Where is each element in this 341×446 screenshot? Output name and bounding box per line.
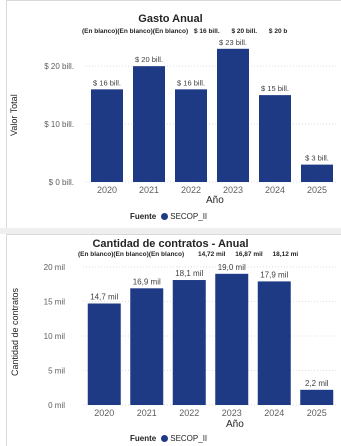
panel-frame <box>6 234 341 446</box>
x-tick-label: 2024 <box>265 185 285 195</box>
chart-panel-contratos: Cantidad de contratos - Anual (En blanco… <box>0 234 341 446</box>
x-tick-label: 2023 <box>223 185 243 195</box>
bar <box>87 303 121 405</box>
data-label: $ 20 bill. <box>135 55 163 64</box>
x-tick-label: 2020 <box>94 408 114 418</box>
blank-header-label: 16,87 mil <box>235 251 263 258</box>
bar-chart-gasto: $ 0 bill. $ 10 bill. $ 20 bill. $ 16 bill. 2… <box>44 38 338 195</box>
y-tick-label: $ 20 bill. <box>44 62 74 71</box>
data-label: $ 3 bill. <box>305 154 329 163</box>
y-tick-label: 15 mil <box>44 297 66 306</box>
data-label: $ 16 bill. <box>93 78 121 87</box>
blank-header-label: (En blanco) <box>152 28 189 35</box>
blank-header-label: 14,72 mil <box>197 251 226 258</box>
y-tick-label: 20 mil <box>44 263 66 272</box>
bar <box>175 89 207 182</box>
data-label: 14,7 mil <box>90 293 118 302</box>
blank-header-label: (En blanco) <box>82 28 118 35</box>
bar <box>172 280 206 405</box>
bar-chart-contratos: 0 mil 5 mil 10 mil 15 mil 20 mil 14,7 mil 2020… <box>44 263 338 418</box>
data-label: 17,9 mil <box>260 270 288 279</box>
x-tick-label: 2022 <box>181 185 201 195</box>
data-label: $ 23 bill. <box>219 38 247 47</box>
bar <box>257 281 291 405</box>
blank-header-label: $ 16 bill. <box>193 28 220 35</box>
blank-header-row: (En blanco)(En blanco)(En blanco) $ 16 b… <box>82 28 287 35</box>
x-tick-label: 2024 <box>264 408 284 418</box>
bar <box>91 89 123 182</box>
bar <box>130 288 164 405</box>
bar <box>301 164 333 182</box>
panel-divider <box>0 228 341 234</box>
legend: Fuente SECOP_II <box>130 434 207 443</box>
x-axis-label: Año <box>206 195 224 206</box>
legend-item: SECOP_II <box>170 434 208 443</box>
blank-header-label: (En blanco) <box>78 251 114 258</box>
y-tick-label: 0 mil <box>48 401 65 410</box>
y-tick-label: 5 mil <box>48 366 65 375</box>
data-label: 2,2 mil <box>305 379 329 388</box>
blank-header-label: 18,12 mi <box>272 251 299 258</box>
x-tick-label: 2020 <box>97 185 117 195</box>
data-label: $ 16 bill. <box>177 78 205 87</box>
blank-header-row: (En blanco)(En blanco)(En blanco) 14,72 … <box>78 251 298 258</box>
y-tick-label: 10 mil <box>44 332 66 341</box>
chart-title: Gasto Anual <box>138 13 203 25</box>
legend-item: SECOP_II <box>170 212 208 221</box>
bar <box>215 273 249 405</box>
blank-header-label: $ 20 bill. <box>231 28 258 35</box>
legend-title: Fuente <box>130 212 157 221</box>
y-tick-label: $ 0 bill. <box>49 178 74 187</box>
x-tick-label: 2021 <box>139 185 159 195</box>
x-tick-label: 2022 <box>179 408 199 418</box>
legend-title: Fuente <box>130 434 157 443</box>
legend-swatch <box>161 435 169 442</box>
data-label: 16,9 mil <box>133 277 161 286</box>
legend-swatch <box>161 213 169 220</box>
data-label: 18,1 mil <box>175 269 203 278</box>
x-axis-label: Año <box>226 419 244 430</box>
bar <box>259 95 291 182</box>
blank-header-label: (En blanco) <box>117 28 153 35</box>
panel-frame <box>6 0 341 228</box>
chart-title: Cantidad de contratos - Anual <box>92 238 249 250</box>
y-tick-label: $ 10 bill. <box>44 120 74 129</box>
blank-header-label: $ 20 b <box>268 28 288 35</box>
legend: Fuente SECOP_II <box>130 212 207 221</box>
x-tick-label: 2025 <box>307 185 327 195</box>
x-tick-label: 2025 <box>307 408 327 418</box>
x-tick-label: 2023 <box>222 408 242 418</box>
bar <box>300 389 334 405</box>
blank-header-label: (En blanco) <box>148 251 185 258</box>
data-label: 19,0 mil <box>218 263 246 272</box>
chart-panel-gasto: Gasto Anual (En blanco)(En blanco)(En bl… <box>6 0 341 228</box>
data-label: $ 15 bill. <box>261 84 289 93</box>
x-tick-label: 2021 <box>137 408 157 418</box>
bar <box>133 66 165 182</box>
bar <box>217 48 249 182</box>
blank-header-label: (En blanco) <box>113 251 149 258</box>
